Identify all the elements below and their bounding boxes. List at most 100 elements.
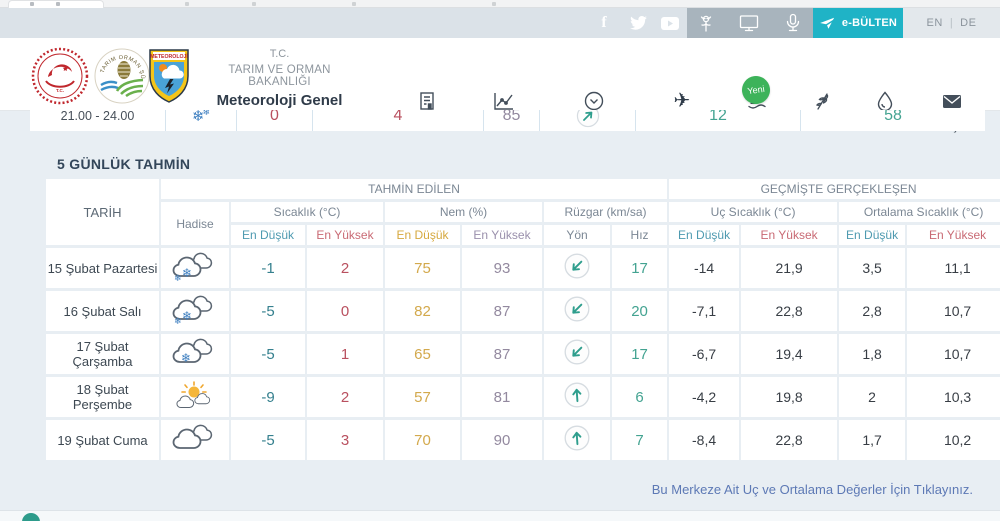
youtube-icon[interactable]: [655, 8, 685, 38]
average-min: 3,5: [839, 248, 906, 288]
col-header-max: En Yüksek: [307, 225, 383, 245]
temp-min: -5: [231, 420, 305, 460]
ministry-seal-logo[interactable]: T.C.: [31, 47, 89, 110]
favicon-mark: [30, 2, 34, 6]
temp-max: 0: [307, 291, 383, 331]
lang-en[interactable]: EN: [926, 17, 943, 29]
temp-max: 2: [307, 248, 383, 288]
tv-icon[interactable]: [734, 8, 764, 38]
forecast-title: 5 GÜNLÜK TAHMİN: [57, 156, 191, 172]
extreme-min: -6,7: [669, 334, 740, 374]
hourly-value: 58: [801, 110, 985, 131]
col-header-min: En Düşük: [385, 225, 460, 245]
wind-direction-n-icon: [544, 420, 610, 460]
humidity-min: 70: [385, 420, 460, 460]
wind-direction-n-icon: [544, 377, 610, 417]
average-max: 10,7: [907, 291, 1000, 331]
wind-speed: 17: [612, 248, 668, 288]
forecast-date: 15 Şubat Pazartesi: [46, 248, 159, 288]
group-header-wind: Rüzgar (km/sa): [544, 202, 668, 222]
topbar-dark-zone: [687, 8, 813, 38]
hourly-value: 12: [636, 110, 800, 131]
toolbar-mark: [492, 2, 496, 6]
lang-de[interactable]: DE: [960, 17, 977, 29]
cloudy-icon: [172, 423, 218, 457]
svg-text:T.C.: T.C.: [56, 88, 64, 93]
weather-cell: [161, 420, 229, 460]
temp-min: -9: [231, 377, 305, 417]
humidity-max: 90: [462, 420, 542, 460]
microphone-icon[interactable]: [778, 8, 808, 38]
extreme-max: 22,8: [741, 291, 838, 331]
top-bar: f e-: [0, 8, 1000, 38]
col-header-min: En Düşük: [669, 225, 740, 245]
col-header-min: En Düşük: [839, 225, 906, 245]
forecast-row: 18 Şubat Perşembe -9 2 57 81: [46, 377, 1000, 417]
droplet-icon: [874, 86, 896, 112]
forecast-date: 18 Şubat Perşembe: [46, 377, 159, 417]
humidity-min: 82: [385, 291, 460, 331]
col-header-max: En Yüksek: [907, 225, 1000, 245]
col-header-speed: Hız: [612, 225, 668, 245]
average-min: 2: [839, 377, 906, 417]
facebook-icon[interactable]: f: [601, 14, 607, 31]
twitter-icon[interactable]: [623, 8, 653, 38]
group-header-temperature: Sıcaklık (°C): [231, 202, 383, 222]
humidity-min: 75: [385, 248, 460, 288]
browser-strip: [0, 0, 1000, 8]
envelope-icon: [940, 86, 964, 112]
ministry-name: TARIM VE ORMAN BAKANLIĞI: [228, 64, 331, 88]
toolbar-mark: [185, 2, 189, 6]
forecast-row: 17 Şubat Çarşamba ❄ -5 1 65 87 17 -6,7 1…: [46, 334, 1000, 374]
tc-label: T.C.: [269, 48, 290, 60]
group-header-extreme-temp: Uç Sıcaklık (°C): [669, 202, 838, 222]
extreme-max: 19,4: [741, 334, 838, 374]
col-header-max: En Yüksek: [741, 225, 838, 245]
wind-direction-sw-icon: [544, 291, 610, 331]
toolbar-mark: [252, 2, 256, 6]
weather-cell: ❄: [161, 334, 229, 374]
wind-direction-icon: [540, 110, 635, 131]
partly-cloudy-icon: [172, 380, 218, 414]
bulletin-button[interactable]: e-BÜLTEN: [813, 8, 903, 38]
hourly-value: 4: [313, 110, 483, 131]
hourly-value: 85: [484, 110, 539, 131]
humidity-max: 93: [462, 248, 542, 288]
col-header-date: TARİH: [46, 179, 159, 245]
council-logo[interactable]: TARIM ORMAN ŞÛRASI: [91, 43, 151, 110]
hourly-value: 0: [237, 110, 312, 131]
col-header-min: En Düşük: [231, 225, 305, 245]
forecast-row: 16 Şubat Salı ❄ ❄ -5 0 82 87 20 -7,1 2: [46, 291, 1000, 331]
average-min: 1,7: [839, 420, 906, 460]
toolbar-mark: [352, 2, 356, 6]
lang-separator: |: [949, 17, 954, 29]
average-min: 2,8: [839, 291, 906, 331]
forecast-date: 17 Şubat Çarşamba: [46, 334, 159, 374]
humidity-min: 57: [385, 377, 460, 417]
temp-max: 1: [307, 334, 383, 374]
extreme-min: -4,2: [669, 377, 740, 417]
meteorology-shield-logo[interactable]: METEOROLOJİ: [148, 46, 190, 109]
extreme-max: 19,8: [741, 377, 838, 417]
language-switcher: EN | DE: [903, 8, 1000, 38]
temp-max: 2: [307, 377, 383, 417]
wheat-icon: [812, 86, 834, 112]
col-header-event: Hadise: [161, 202, 229, 245]
forecast-row: 19 Şubat Cuma -5 3 70 90 7 -8,4 22,8 1,7…: [46, 420, 1000, 460]
col-header-direction: Yön: [544, 225, 610, 245]
agriculture-portal-icon[interactable]: [691, 8, 721, 38]
humidity-max: 81: [462, 377, 542, 417]
topbar-lang-zone: [903, 8, 1000, 38]
average-max: 10,7: [907, 334, 1000, 374]
scroll-top-button[interactable]: [22, 513, 40, 521]
average-max: 10,2: [907, 420, 1000, 460]
heavy-snow-icon: ❄ ❄: [172, 251, 218, 285]
extremes-link[interactable]: Bu Merkeze Ait Uç ve Ortalama Değerler İ…: [651, 482, 973, 497]
forecast-date: 19 Şubat Cuma: [46, 420, 159, 460]
humidity-max: 87: [462, 291, 542, 331]
group-header-average-temp: Ortalama Sıcaklık (°C): [839, 202, 1000, 222]
hourly-time-range: 21.00 - 24.00: [30, 110, 165, 131]
extreme-min: -7,1: [669, 291, 740, 331]
wind-speed: 17: [612, 334, 668, 374]
